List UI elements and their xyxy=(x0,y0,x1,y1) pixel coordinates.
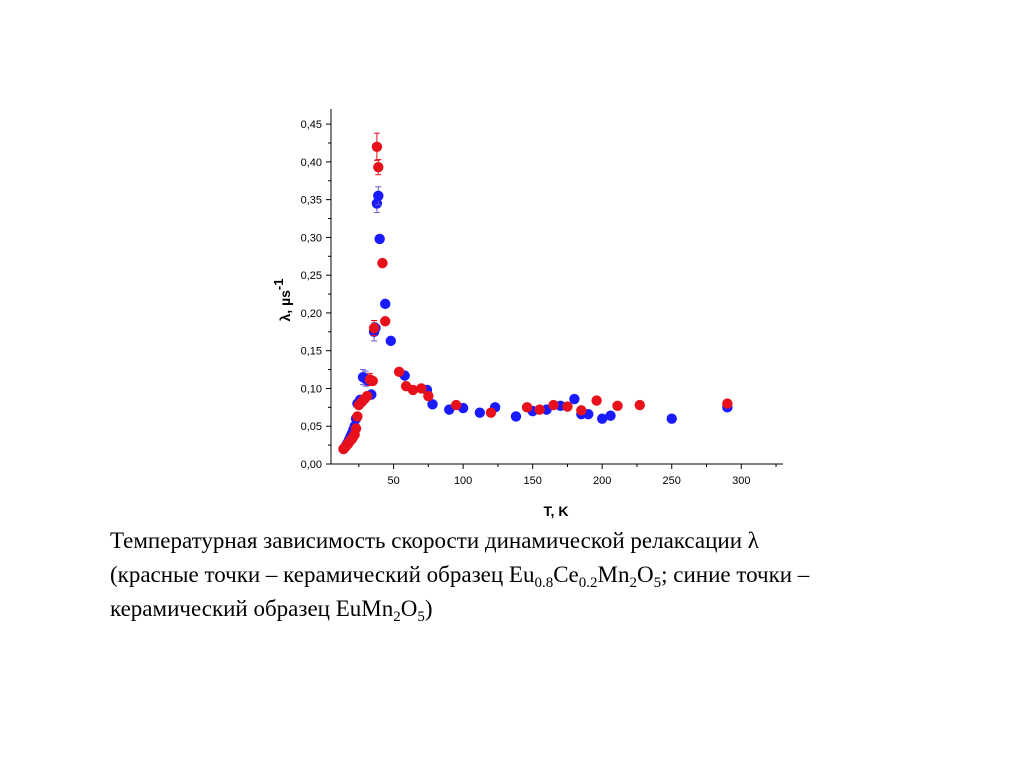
y-tick-label: 0,40 xyxy=(301,157,322,169)
data-point xyxy=(377,257,388,269)
data-point xyxy=(373,190,384,202)
data-point xyxy=(350,423,362,434)
y-tick-label: 0,05 xyxy=(301,421,322,433)
data-point xyxy=(485,407,497,418)
caption-text: (красные точки – керамический образец Eu xyxy=(110,562,535,587)
x-tick-label: 100 xyxy=(454,475,472,487)
y-tick-label: 0,20 xyxy=(301,308,322,320)
y-tick-label: 0,30 xyxy=(301,232,322,244)
data-points xyxy=(338,132,733,455)
data-point xyxy=(361,390,373,402)
y-tick-label: 0,00 xyxy=(301,459,322,471)
data-point xyxy=(367,375,378,387)
y-axis-label: λ, µs-1 xyxy=(271,279,293,322)
caption-text: керамический образец EuMn xyxy=(110,596,394,621)
data-point xyxy=(591,395,602,406)
data-point xyxy=(380,316,391,327)
x-tick-label: 300 xyxy=(732,475,750,487)
data-point xyxy=(374,233,385,245)
y-tick-label: 0,10 xyxy=(301,383,322,395)
data-point xyxy=(371,141,383,152)
x-axis-label: T, K xyxy=(544,503,569,519)
y-axis-label-exponent: -1 xyxy=(271,279,286,291)
y-axis-label-text: λ, µs xyxy=(277,290,293,322)
data-point xyxy=(569,393,580,405)
data-point xyxy=(450,399,462,411)
data-point xyxy=(576,405,587,416)
data-point xyxy=(407,384,419,396)
caption-text: ) xyxy=(424,596,433,621)
caption-text: Ce xyxy=(553,562,579,587)
x-tick-label: 50 xyxy=(387,475,399,487)
data-point xyxy=(534,404,545,415)
caption-subscript: 5 xyxy=(653,575,662,591)
y-tick-label: 0,25 xyxy=(301,270,322,282)
y-tick-label: 0,45 xyxy=(301,119,322,131)
data-point xyxy=(666,413,677,424)
data-point xyxy=(423,390,434,402)
caption-line-3: керамический образец EuMn2O5) xyxy=(110,592,1010,626)
data-point xyxy=(521,402,533,413)
data-point xyxy=(474,407,486,418)
caption-subscript: 2 xyxy=(629,575,637,591)
data-point xyxy=(722,398,733,409)
caption-text: O xyxy=(636,562,654,587)
data-point xyxy=(385,335,397,347)
x-tick-label: 200 xyxy=(593,475,611,487)
caption-subscript: 5 xyxy=(417,609,425,625)
data-point xyxy=(548,399,559,411)
axes: 0,00 0,05 0,10 0,15 0,20 0,25 0,30 0,35 0,40 0,45… xyxy=(301,109,783,487)
caption-text: ; синие точки – xyxy=(661,562,810,587)
caption-line-1: Температурная зависимость скорости динам… xyxy=(110,528,759,553)
data-point xyxy=(605,410,616,421)
y-tick-label: 0,15 xyxy=(301,346,322,358)
data-point xyxy=(380,298,391,310)
data-point xyxy=(352,411,363,422)
caption-subscript: 0.2 xyxy=(578,575,598,591)
data-point xyxy=(510,411,522,422)
caption-text: O xyxy=(400,596,418,621)
scatter-chart: 0,00 0,05 0,10 0,15 0,20 0,25 0,30 0,35 0,40 0,45… xyxy=(271,109,783,519)
figure-caption: Температурная зависимость скорости динам… xyxy=(110,524,1010,626)
series-1 xyxy=(338,186,733,455)
data-point xyxy=(427,399,438,410)
caption-subscript: 0.8 xyxy=(534,575,554,591)
x-tick-label: 250 xyxy=(663,475,681,487)
axis-labels: T, K λ, µs-1 xyxy=(271,279,568,519)
x-tick-label: 150 xyxy=(523,475,541,487)
data-point xyxy=(612,400,623,412)
data-point xyxy=(562,401,573,412)
data-point xyxy=(597,413,608,424)
data-point xyxy=(634,399,645,411)
data-point xyxy=(373,161,384,173)
caption-subscript: 2 xyxy=(393,609,401,625)
series-2 xyxy=(338,132,733,455)
data-point xyxy=(416,383,427,394)
data-point xyxy=(368,322,380,334)
caption-line-2: (красные точки – керамический образец Eu… xyxy=(110,558,1010,592)
caption-text: Mn xyxy=(597,562,630,587)
data-point xyxy=(393,366,405,378)
y-tick-label: 0,35 xyxy=(301,195,322,207)
